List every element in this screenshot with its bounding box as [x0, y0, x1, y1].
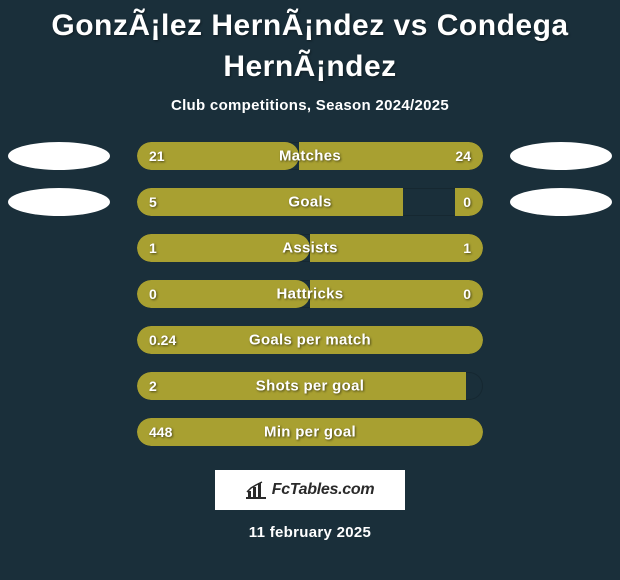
stat-value-left: 448	[149, 424, 172, 440]
source-logo[interactable]: FcTables.com	[215, 470, 405, 510]
stat-label: Goals	[288, 194, 331, 211]
stats-area: 21 24 Matches 5 0 Goals 1 1 Assists 0 0 Hattricks 0.…	[0, 142, 620, 446]
stat-bar-track: 0.24 Goals per match	[137, 326, 483, 354]
stat-value-right: 24	[455, 148, 471, 164]
stat-value-right: 0	[463, 194, 471, 210]
stat-label: Assists	[282, 240, 337, 257]
stat-row: 0.24 Goals per match	[0, 326, 620, 354]
player-badge-left	[8, 188, 110, 216]
stat-label: Hattricks	[277, 286, 344, 303]
stat-bar-track: 21 24 Matches	[137, 142, 483, 170]
stat-value-left: 1	[149, 240, 157, 256]
stat-value-left: 0.24	[149, 332, 176, 348]
stat-bar-track: 448 Min per goal	[137, 418, 483, 446]
player-badge-left	[8, 142, 110, 170]
stat-label: Matches	[279, 148, 341, 165]
stat-label: Shots per goal	[256, 378, 364, 395]
stat-bar-track: 5 0 Goals	[137, 188, 483, 216]
stat-row: 0 0 Hattricks	[0, 280, 620, 308]
player-badge-right	[510, 142, 612, 170]
stat-value-right: 0	[463, 286, 471, 302]
stat-row: 448 Min per goal	[0, 418, 620, 446]
page-title: GonzÃ¡lez HernÃ¡ndez vs Condega HernÃ¡nd…	[0, 6, 620, 87]
subtitle: Club competitions, Season 2024/2025	[171, 97, 449, 114]
stat-label: Goals per match	[249, 332, 371, 349]
stat-row: 2 Shots per goal	[0, 372, 620, 400]
stat-bar-track: 0 0 Hattricks	[137, 280, 483, 308]
stat-label: Min per goal	[264, 424, 356, 441]
logo-text: FcTables.com	[272, 481, 375, 499]
stat-value-left: 21	[149, 148, 165, 164]
stat-bar-left	[137, 188, 403, 216]
footer-date: 11 february 2025	[249, 524, 371, 541]
stat-row: 1 1 Assists	[0, 234, 620, 262]
stat-value-right: 1	[463, 240, 471, 256]
stat-value-left: 0	[149, 286, 157, 302]
chart-icon	[246, 481, 266, 499]
player-badge-right	[510, 188, 612, 216]
stat-bar-track: 1 1 Assists	[137, 234, 483, 262]
stat-bar-track: 2 Shots per goal	[137, 372, 483, 400]
stat-row: 21 24 Matches	[0, 142, 620, 170]
comparison-card: GonzÃ¡lez HernÃ¡ndez vs Condega HernÃ¡nd…	[0, 0, 620, 580]
stat-value-left: 5	[149, 194, 157, 210]
stat-row: 5 0 Goals	[0, 188, 620, 216]
stat-value-left: 2	[149, 378, 157, 394]
